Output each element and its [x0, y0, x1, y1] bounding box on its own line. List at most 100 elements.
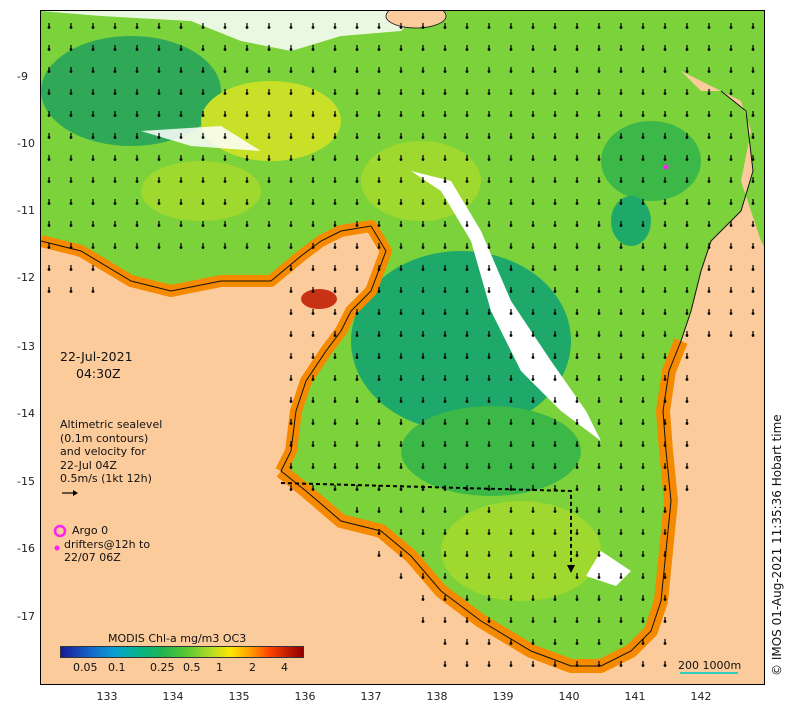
- velocity-arrow-head: [245, 136, 249, 139]
- velocity-arrow-head: [69, 70, 73, 73]
- velocity-arrow-head: [597, 466, 601, 469]
- credit-text: © IMOS 01-Aug-2021 11:35:36 Hobart time: [770, 414, 784, 676]
- velocity-arrow-head: [487, 312, 491, 315]
- velocity-arrow-head: [157, 114, 161, 117]
- velocity-arrow-head: [597, 246, 601, 249]
- velocity-arrow-head: [355, 378, 359, 381]
- coastline: [41, 90, 754, 667]
- velocity-arrow-head: [685, 466, 689, 469]
- velocity-arrow-head: [509, 466, 513, 469]
- velocity-arrow-head: [355, 466, 359, 469]
- velocity-arrow-head: [487, 334, 491, 337]
- velocity-arrow-head: [597, 290, 601, 293]
- velocity-arrow-head: [553, 290, 557, 293]
- velocity-arrow-head: [509, 312, 513, 315]
- velocity-arrow-head: [113, 180, 117, 183]
- velocity-arrow-head: [333, 466, 337, 469]
- velocity-arrow-head: [707, 26, 711, 29]
- velocity-arrow-head: [91, 202, 95, 205]
- velocity-arrow-head: [751, 290, 755, 293]
- velocity-arrow-head: [685, 70, 689, 73]
- velocity-arrow-head: [223, 114, 227, 117]
- velocity-arrow-head: [619, 642, 623, 645]
- velocity-arrow-head: [179, 224, 183, 227]
- velocity-arrow-head: [641, 268, 645, 271]
- velocity-arrow-head: [69, 290, 73, 293]
- velocity-arrow-head: [487, 400, 491, 403]
- velocity-arrow-head: [443, 48, 447, 51]
- velocity-arrow-head: [91, 70, 95, 73]
- velocity-arrow-head: [69, 114, 73, 117]
- velocity-arrow-head: [421, 466, 425, 469]
- velocity-arrow-head: [531, 664, 535, 667]
- velocity-arrow-head: [531, 246, 535, 249]
- velocity-arrow-head: [311, 114, 315, 117]
- velocity-arrow-head: [355, 290, 359, 293]
- argo-legend: Argo 0 drifters@12h to 22/07 06Z: [52, 524, 150, 565]
- velocity-arrow-head: [641, 48, 645, 51]
- velocity-arrow-head: [487, 356, 491, 359]
- velocity-arrow-head: [641, 642, 645, 645]
- velocity-arrow-head: [311, 26, 315, 29]
- velocity-arrow-head: [421, 136, 425, 139]
- velocity-arrow-head: [487, 510, 491, 513]
- velocity-arrow-head: [553, 642, 557, 645]
- velocity-arrow-head: [509, 48, 513, 51]
- velocity-arrow-head: [487, 378, 491, 381]
- velocity-arrow-head: [575, 444, 579, 447]
- velocity-arrow-head: [685, 422, 689, 425]
- velocity-arrow-head: [465, 334, 469, 337]
- velocity-arrow-head: [355, 246, 359, 249]
- velocity-arrow-head: [685, 444, 689, 447]
- velocity-arrow-head: [91, 26, 95, 29]
- velocity-arrow-head: [729, 290, 733, 293]
- velocity-arrow-head: [443, 664, 447, 667]
- velocity-arrow-head: [487, 488, 491, 491]
- velocity-arrow-head: [91, 114, 95, 117]
- velocity-arrow-head: [421, 114, 425, 117]
- velocity-arrow-head: [553, 378, 557, 381]
- velocity-arrow-head: [597, 114, 601, 117]
- chl-patch: [201, 81, 341, 161]
- velocity-arrow-head: [597, 620, 601, 623]
- velocity-arrow-head: [509, 488, 513, 491]
- velocity-arrow-head: [509, 378, 513, 381]
- velocity-arrow-head: [135, 180, 139, 183]
- velocity-arrow-head: [685, 378, 689, 381]
- velocity-arrow-head: [421, 202, 425, 205]
- velocity-arrow-head: [663, 642, 667, 645]
- velocity-arrow-head: [751, 92, 755, 95]
- velocity-arrow-head: [157, 48, 161, 51]
- velocity-arrow-head: [751, 268, 755, 271]
- velocity-arrow-head: [157, 26, 161, 29]
- colorbar-label: 0.5: [183, 661, 201, 674]
- velocity-arrow-head: [267, 202, 271, 205]
- velocity-arrow-head: [553, 136, 557, 139]
- velocity-arrow-head: [663, 202, 667, 205]
- velocity-arrow-head: [553, 466, 557, 469]
- velocity-arrow-head: [531, 422, 535, 425]
- lon-tick: 133: [96, 690, 118, 703]
- velocity-arrow-head: [619, 532, 623, 535]
- velocity-arrow-head: [751, 48, 755, 51]
- velocity-arrow-head: [267, 48, 271, 51]
- velocity-arrow-head: [91, 92, 95, 95]
- velocity-arrow-head: [377, 224, 381, 227]
- velocity-arrow-head: [377, 312, 381, 315]
- velocity-arrow-head: [377, 268, 381, 271]
- velocity-arrow-head: [289, 334, 293, 337]
- velocity-arrow-head: [487, 444, 491, 447]
- lon-tick: 134: [162, 690, 184, 703]
- velocity-arrow-head: [333, 334, 337, 337]
- velocity-arrow-head: [135, 158, 139, 161]
- velocity-arrow-head: [289, 136, 293, 139]
- date-text: 22-Jul-2021: [60, 349, 133, 364]
- velocity-arrow-head: [575, 334, 579, 337]
- velocity-arrow-head: [223, 92, 227, 95]
- velocity-arrow-head: [685, 202, 689, 205]
- velocity-arrow-head: [685, 246, 689, 249]
- velocity-arrow-head: [421, 444, 425, 447]
- lat-tick: -11: [17, 204, 35, 217]
- velocity-arrow-head: [707, 224, 711, 227]
- velocity-arrow-head: [685, 92, 689, 95]
